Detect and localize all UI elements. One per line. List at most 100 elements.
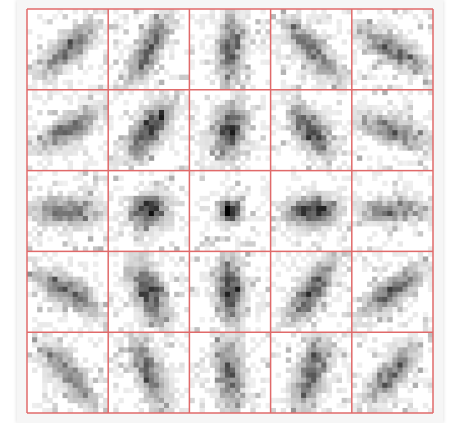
pixel [179, 75, 184, 80]
pixel [418, 171, 423, 176]
pixel [240, 352, 245, 357]
pixel [260, 24, 265, 29]
pixel [57, 277, 62, 282]
pixel [235, 65, 240, 70]
pixel [52, 150, 57, 155]
pixel [255, 317, 260, 322]
pixel [179, 105, 184, 110]
pixel [205, 14, 210, 19]
pixel [73, 145, 78, 150]
pixel [321, 251, 326, 256]
pixel [326, 352, 331, 357]
pixel [144, 54, 149, 59]
pixel [235, 201, 240, 206]
pixel [225, 216, 230, 221]
pixel [42, 65, 47, 70]
pixel [32, 342, 37, 347]
pixel [164, 302, 169, 307]
pixel [423, 70, 428, 75]
pixel [32, 226, 37, 231]
pixel [78, 196, 83, 201]
pixel [123, 14, 128, 19]
pixel [73, 363, 78, 368]
pixel [321, 363, 326, 368]
pixel [413, 226, 418, 231]
pixel [169, 317, 174, 322]
pixel [149, 332, 154, 337]
pixel [113, 373, 118, 378]
pixel [189, 398, 194, 403]
pixel [154, 393, 159, 398]
pixel [316, 115, 321, 120]
pixel [255, 393, 260, 398]
pixel [123, 277, 128, 282]
pixel [413, 312, 418, 317]
pixel [326, 105, 331, 110]
pixel [210, 110, 215, 115]
pixel [159, 44, 164, 49]
pixel [306, 150, 311, 155]
pixel [47, 236, 52, 241]
pixel [240, 105, 245, 110]
pixel [215, 368, 220, 373]
pixel [68, 211, 73, 216]
pixel [377, 267, 382, 272]
pixel [98, 337, 103, 342]
pixel [240, 277, 245, 282]
pixel [144, 393, 149, 398]
pixel [83, 196, 88, 201]
pixel [281, 231, 286, 236]
pixel [403, 216, 408, 221]
pixel [377, 312, 382, 317]
pixel [139, 39, 144, 44]
pixel [326, 211, 331, 216]
pixel [144, 322, 149, 327]
pixel [113, 292, 118, 297]
pixel [98, 115, 103, 120]
pixel [68, 44, 73, 49]
pixel [296, 292, 301, 297]
pixel [321, 140, 326, 145]
pixel [311, 256, 316, 261]
pixel [42, 393, 47, 398]
pixel [215, 130, 220, 135]
pixel [276, 342, 281, 347]
pixel [32, 267, 37, 272]
pixel [52, 383, 57, 388]
pixel [296, 373, 301, 378]
pixel [27, 201, 32, 206]
pixel [321, 9, 326, 14]
pixel [413, 70, 418, 75]
pixel [372, 211, 377, 216]
pixel [32, 90, 37, 95]
pixel [362, 297, 367, 302]
pixel [27, 357, 32, 362]
pixel [215, 297, 220, 302]
pixel [418, 282, 423, 287]
pixel [321, 368, 326, 373]
pixel [311, 211, 316, 216]
pixel [37, 54, 42, 59]
pixel [57, 90, 62, 95]
pixel [245, 241, 250, 246]
pixel [332, 357, 337, 362]
pixel [392, 337, 397, 342]
pixel [408, 145, 413, 150]
pixel [200, 241, 205, 246]
pixel [326, 393, 331, 398]
pixel [164, 216, 169, 221]
pixel [281, 95, 286, 100]
pixel [413, 378, 418, 383]
pixel [255, 231, 260, 236]
pixel [326, 287, 331, 292]
pixel [403, 251, 408, 256]
pixel [337, 90, 342, 95]
pixel [392, 378, 397, 383]
pixel [98, 312, 103, 317]
pixel [392, 383, 397, 388]
pixel [149, 100, 154, 105]
pixel [326, 337, 331, 342]
pixel [220, 44, 225, 49]
pixel [235, 332, 240, 337]
pixel [149, 236, 154, 241]
